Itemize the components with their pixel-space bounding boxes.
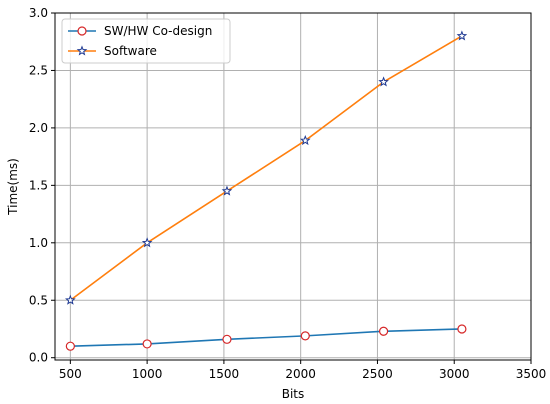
plot-frame <box>54 12 532 361</box>
x-tick-label: 3500 <box>516 367 547 381</box>
series-sw-hw-codesign <box>65 324 467 351</box>
series-layer <box>65 30 468 351</box>
y-axis: 0.0 0.5 1.0 1.5 2.0 2.5 3.0 <box>29 6 55 365</box>
legend-label-software: Software <box>104 44 157 58</box>
data-point <box>378 326 389 336</box>
data-point <box>141 237 153 248</box>
series-software <box>65 30 468 305</box>
y-tick-label: 1.5 <box>29 178 48 192</box>
x-axis-label: Bits <box>282 387 305 401</box>
x-tick-label: 500 <box>59 367 82 381</box>
x-tick-label: 3000 <box>439 367 470 381</box>
y-tick-label: 0.0 <box>29 351 48 365</box>
legend-box <box>61 18 231 64</box>
y-tick-label: 1.0 <box>29 236 48 250</box>
data-point <box>65 341 75 351</box>
data-point <box>222 334 232 344</box>
data-point <box>65 294 76 305</box>
y-axis-label: Time(ms) <box>6 158 20 216</box>
legend-marker-sw-hw <box>77 26 87 36</box>
legend: SW/HW Co-design Software <box>61 18 231 64</box>
x-tick-label: 2000 <box>285 367 316 381</box>
data-point <box>299 134 311 146</box>
y-tick-label: 2.5 <box>29 63 48 77</box>
x-tick-label: 1500 <box>209 367 240 381</box>
y-tick-label: 0.5 <box>29 293 48 307</box>
x-axis: 500 1000 1500 2000 2500 3000 3500 <box>59 360 546 381</box>
data-point <box>300 331 310 341</box>
data-point <box>457 324 467 334</box>
data-point <box>221 185 233 196</box>
x-tick-label: 1000 <box>132 367 163 381</box>
legend-marker-software <box>76 45 88 56</box>
y-tick-label: 2.0 <box>29 121 48 135</box>
y-tick-label: 3.0 <box>29 6 48 20</box>
series-line <box>70 328 462 348</box>
data-point <box>142 339 152 349</box>
legend-label-sw-hw: SW/HW Co-design <box>104 24 212 38</box>
data-point <box>456 30 468 41</box>
x-tick-label: 2500 <box>362 367 393 381</box>
data-point <box>378 76 389 87</box>
series-line <box>69 35 463 301</box>
